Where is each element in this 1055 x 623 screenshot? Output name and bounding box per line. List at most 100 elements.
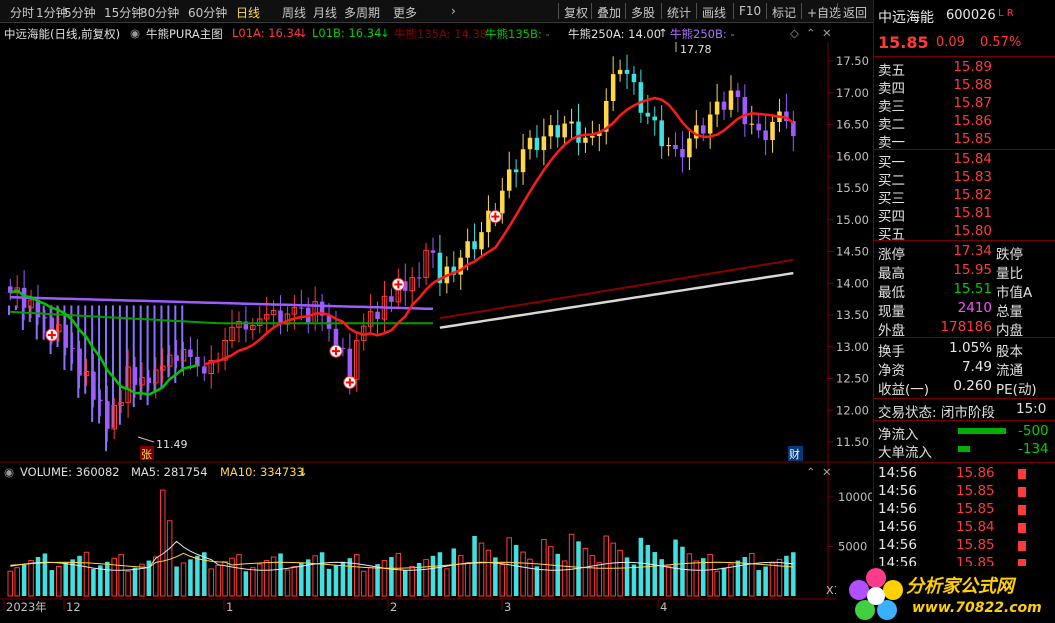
- candle-body: [389, 296, 394, 302]
- volume-collapse-icon[interactable]: ⌃: [806, 465, 816, 479]
- stock-name: 中远海能: [878, 10, 934, 26]
- kline-chart[interactable]: 17.50 17.00 16.50 16.00 15.50 15.00 14.50 14.00…: [0, 24, 872, 623]
- volume-bar: [582, 547, 589, 597]
- volume-bar: [395, 552, 402, 597]
- volume-bar: [312, 555, 318, 597]
- toolbar-button[interactable]: 画线: [702, 6, 727, 20]
- candle-body: [500, 190, 505, 214]
- volume-bar: [195, 555, 200, 596]
- period-tab[interactable]: 5分钟: [64, 6, 96, 20]
- candle-body: [666, 144, 671, 147]
- bid-row-label: 买四: [878, 209, 905, 225]
- period-tab[interactable]: 周线: [282, 6, 307, 20]
- indicator-info-bar: 中远海能(日线,前复权) ◉ 牛熊PURA主图 L01A: 16.34 ↓ L0…: [0, 24, 872, 42]
- volume-bar: [478, 542, 485, 597]
- toolbar-button[interactable]: 多股: [631, 6, 656, 20]
- candle-body: [56, 324, 62, 333]
- tick-volume-bar: [1018, 541, 1026, 551]
- stat-row-label: 最低: [878, 285, 905, 301]
- collapse-chevron-icon[interactable]: ⌃: [806, 26, 816, 40]
- volume-bar: [596, 562, 603, 597]
- candle-body: [610, 74, 616, 101]
- volume-bar: [118, 554, 124, 597]
- indicator-dropdown-icon[interactable]: ◉: [130, 26, 141, 40]
- low-marker: [137, 436, 155, 443]
- volume-bar: [464, 562, 471, 597]
- period-tab[interactable]: 分时: [10, 6, 35, 20]
- histogram-bar: [105, 305, 108, 452]
- volume-bar: [360, 570, 367, 597]
- period-tab[interactable]: 1分钟: [36, 6, 68, 20]
- watermark-url: www.70822.com: [912, 600, 1042, 616]
- candle-body: [430, 250, 436, 253]
- volume-bar: [222, 561, 228, 597]
- volume-bar: [236, 554, 242, 597]
- histogram-bar: [125, 305, 128, 390]
- price-axis-label: 16.00: [836, 149, 869, 163]
- indicator-name[interactable]: 牛熊PURA主图: [146, 27, 223, 41]
- green-line: [9, 288, 198, 396]
- volume-bar: [693, 560, 700, 597]
- volume-bar: [299, 562, 304, 596]
- candle-body: [735, 90, 741, 97]
- candle-body: [687, 138, 692, 158]
- price-axis-label: 13.50: [836, 308, 869, 322]
- volume-bar: [70, 559, 75, 596]
- candle-body: [299, 307, 304, 309]
- volume-bar: [250, 567, 256, 597]
- period-tab[interactable]: 30分钟: [140, 6, 180, 20]
- ask-row-value: 15.88: [953, 77, 992, 93]
- period-tab[interactable]: 15分钟: [104, 6, 144, 20]
- histogram-bar: [84, 305, 87, 394]
- date-label: 2: [390, 600, 397, 614]
- volume-bar: [506, 537, 512, 597]
- period-tab[interactable]: 60分钟: [188, 6, 228, 20]
- more-chevron-icon[interactable]: ›: [451, 4, 456, 18]
- volume-bar: [367, 567, 374, 597]
- histogram-bar: [14, 305, 17, 311]
- period-tab[interactable]: 多周期: [344, 6, 381, 20]
- candle-body: [208, 359, 214, 374]
- close-icon[interactable]: ✕: [822, 26, 832, 40]
- toolbar-button[interactable]: F10: [739, 4, 762, 18]
- candle-body: [673, 144, 678, 150]
- volume-bar: [353, 554, 360, 597]
- toolbar-button[interactable]: 叠加: [597, 6, 622, 20]
- stat-row-value: 178186: [940, 319, 992, 335]
- volume-dropdown-icon[interactable]: ◉: [4, 465, 15, 479]
- toolbar-button[interactable]: 标记: [772, 6, 797, 20]
- price-axis-label: 12.50: [836, 372, 869, 386]
- volume-bar: [319, 552, 325, 596]
- volume-bar: [652, 552, 658, 596]
- candle-body: [506, 169, 512, 191]
- volume-bar: [35, 556, 41, 596]
- toolbar-button[interactable]: 返回: [843, 6, 868, 20]
- l01a-value: L01A: 16.34: [232, 26, 302, 40]
- period-tab[interactable]: 月线: [313, 6, 338, 20]
- stat2-row-value: 7.49: [961, 359, 992, 375]
- toolbar-button[interactable]: 复权: [564, 6, 589, 20]
- volume-bar: [409, 565, 415, 597]
- settings-diamond-icon[interactable]: ◇: [790, 26, 799, 40]
- period-tab[interactable]: 日线: [236, 6, 261, 20]
- candle-body: [8, 286, 13, 293]
- stat-row-label: 现量: [878, 304, 905, 320]
- toolbar-button[interactable]: 统计: [667, 6, 692, 20]
- candle-body: [652, 116, 658, 121]
- price-axis-label: 14.00: [836, 276, 869, 290]
- red-line: [203, 96, 795, 366]
- period-tab[interactable]: 更多: [393, 6, 418, 20]
- volume-bar: [284, 569, 291, 597]
- candle-body: [700, 125, 706, 134]
- toolbar-button[interactable]: +自选: [807, 6, 842, 20]
- price-axis-label: 17.00: [836, 86, 869, 100]
- candle-body: [195, 356, 200, 367]
- bigorder-label: 大单流入: [878, 445, 932, 461]
- volume-close-icon[interactable]: ✕: [822, 465, 832, 479]
- stat-row-value: 15.51: [953, 281, 992, 297]
- volume-bar: [105, 561, 110, 596]
- volume-bar: [202, 552, 207, 596]
- volume-bar: [326, 568, 332, 596]
- candle-body: [659, 120, 664, 147]
- candle-body: [188, 349, 193, 357]
